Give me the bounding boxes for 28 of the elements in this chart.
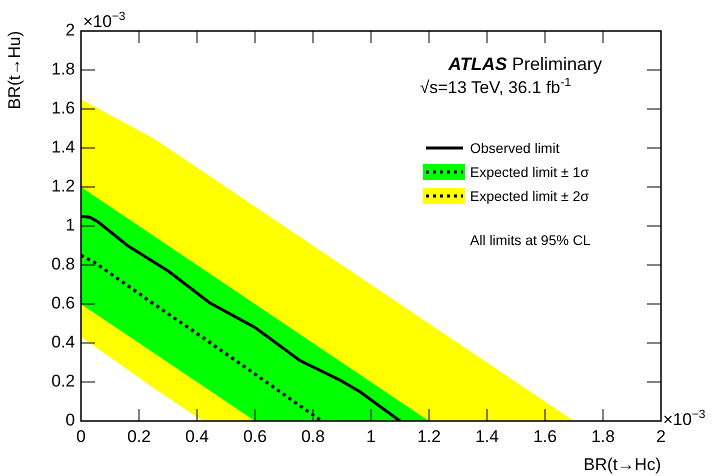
- y-tick-label: 1.2: [51, 176, 75, 196]
- y-tick-label: 1.4: [51, 138, 75, 157]
- y-tick-label: 0.8: [51, 254, 75, 274]
- x-tick-label: 0.4: [185, 426, 209, 446]
- x-tick-label: 2: [656, 426, 666, 446]
- x-tick-label: 1.8: [591, 426, 615, 446]
- y-tick-label: 0.6: [51, 294, 75, 313]
- legend-label: Expected limit ± 1σ: [470, 164, 590, 180]
- y-tick-label: 0.2: [51, 372, 75, 391]
- y-tick-label: 0.4: [51, 332, 75, 352]
- x-tick-label: 1.2: [417, 426, 441, 446]
- x-tick-label: 1: [366, 426, 376, 446]
- annotation: ATLAS Preliminary: [447, 54, 602, 74]
- legend-label: Observed limit: [470, 140, 560, 156]
- y-axis-title: BR(t→Hu): [5, 31, 24, 110]
- annotation: All limits at 95% CL: [470, 232, 591, 248]
- y-tick-label: 2: [66, 20, 75, 40]
- x-axis-title: BR(t→Hc): [584, 455, 661, 474]
- x-tick-label: 1.4: [475, 426, 499, 446]
- y-tick-label: 1: [66, 216, 75, 235]
- y-tick-label: 1.8: [51, 60, 75, 79]
- x-tick-label: 1.6: [533, 426, 557, 446]
- x-tick-label: 0.6: [243, 426, 267, 446]
- y-tick-label: 0: [66, 410, 75, 430]
- x-tick-label: 0.2: [127, 426, 151, 446]
- legend-label: Expected limit ± 2σ: [470, 188, 590, 204]
- x-tick-label: 0.8: [301, 426, 325, 446]
- y-tick-label: 1.6: [51, 98, 75, 118]
